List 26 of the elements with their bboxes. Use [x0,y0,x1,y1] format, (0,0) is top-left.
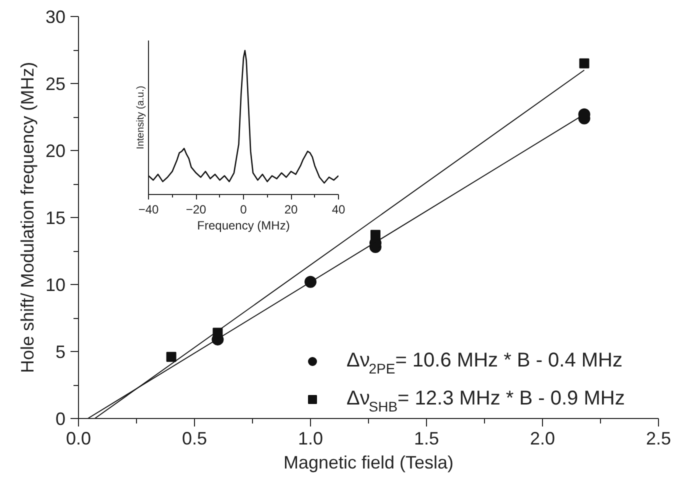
point [304,276,316,288]
y-axis-title: Hole shift/ Modulation frequency (MHz) [17,62,38,374]
x-tick-label: −40 [138,202,160,216]
x-tick-label: 0.0 [66,428,92,448]
point [370,230,380,240]
x-axis-title: Magnetic field (Tesla) [283,452,454,472]
y-tick-label: 15 [45,208,66,228]
x-tick-label: 0.5 [182,428,208,448]
y-tick-label: 5 [55,342,66,362]
x-tick-label: 20 [284,202,298,216]
y-tick-label: 25 [45,74,66,94]
y-axis-title: Intensity (a.u.) [136,86,146,150]
point [166,352,176,362]
x-tick-label: 1.0 [298,428,324,448]
y-tick-label: 10 [45,275,66,295]
y-tick-label: 30 [45,7,66,27]
x-tick-label: 0 [240,202,248,216]
point [579,58,590,68]
x-tick-label: 40 [332,202,346,216]
x-tick-label: 2.0 [530,428,556,448]
x-axis-title: Frequency (MHz) [197,218,290,232]
y-tick-label: 20 [45,141,66,161]
y-tick-label: 0 [55,409,66,429]
x-tick-label: 2.5 [646,428,672,448]
x-tick-label: 1.5 [414,428,440,448]
x-tick-label: −20 [186,202,207,216]
